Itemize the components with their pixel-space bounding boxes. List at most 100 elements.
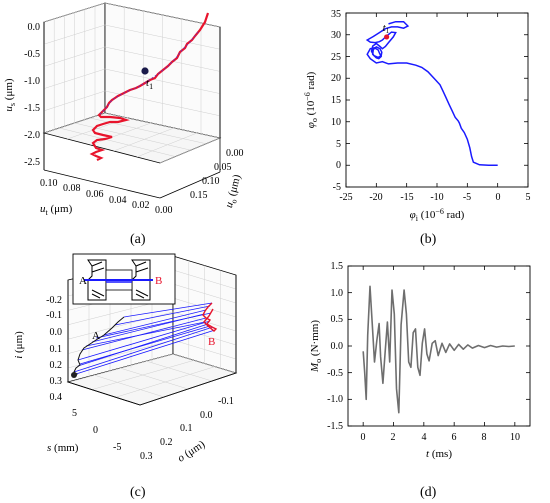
panel-b-caption: (b) <box>420 232 437 247</box>
d-x-tick-5: 10 <box>510 432 520 443</box>
c-grid-line <box>145 360 213 382</box>
a-trajectory-purple <box>99 31 199 115</box>
b-y-tick-6: 25 <box>331 52 341 63</box>
b-y-tick-1: 0 <box>336 160 341 171</box>
a-z-tick-5: -2.5 <box>24 157 40 168</box>
c-x-label: s (mm) <box>47 442 79 454</box>
c-z-tick-5: 0.3 <box>50 376 63 387</box>
b-y-tick-2: 5 <box>336 139 341 150</box>
b-y-tick-3: 10 <box>331 117 341 128</box>
b-x-tick-2: -15 <box>400 192 413 203</box>
a-y-label: uo (μm) <box>223 173 245 210</box>
c-z-tick-4: 0.2 <box>50 360 63 371</box>
panel-c-y-ticks: -0.1 0.0 0.1 0.2 0.3 <box>140 396 234 462</box>
b-tick-labels: -25 -20 -15 -10 -5 0 5 -5 0 5 10 15 20 2… <box>331 9 531 203</box>
d-y-tick-2: -0.5 <box>327 368 343 379</box>
c-blue-line <box>123 302 213 318</box>
a-grid-line <box>113 127 175 152</box>
a-x-label: ut (μm) <box>40 203 73 217</box>
panel-a-z-ticks: 0.0 -0.5 -1.0 -1.5 -2.0 -2.5 <box>24 22 40 168</box>
c-blue-line <box>79 325 211 365</box>
d-series <box>362 285 515 414</box>
a-z-tick-3: -1.5 <box>24 103 40 114</box>
panel-a-caption: (a) <box>130 232 146 247</box>
d-y-tick-6: 1.5 <box>331 261 344 272</box>
c-x-tick-1: 0 <box>93 425 98 436</box>
c-blue-line <box>103 309 207 336</box>
c-blue-line <box>75 329 216 375</box>
d-y-tick-1: -1.0 <box>327 394 343 405</box>
a-grid-line <box>136 132 198 158</box>
a-grid-line <box>104 112 221 139</box>
c-z-tick-0: -0.2 <box>46 295 62 306</box>
c-blue-line <box>77 320 211 361</box>
c-origin-marker <box>71 372 77 378</box>
a-x-tick-4: 0.02 <box>132 200 150 211</box>
c-y-tick-4: 0.3 <box>140 451 153 462</box>
c-blue-line <box>95 312 212 339</box>
b-x-tick-4: -5 <box>463 192 471 203</box>
a-x-tick-3: 0.04 <box>109 195 127 206</box>
c-blue-line <box>114 305 211 326</box>
d-y-tick-5: 1.0 <box>331 288 344 299</box>
c-blue-line <box>85 321 206 347</box>
d-y-label: Mo (N·mm) <box>309 320 323 373</box>
a-x-tick-1: 0.08 <box>63 183 81 194</box>
b-ticks <box>345 12 529 188</box>
b-t1-label: t1 <box>383 22 390 35</box>
panel-c-frame <box>67 275 237 406</box>
c-grid-line <box>93 374 165 398</box>
c-label-b: B <box>208 336 215 348</box>
c-trajectory-b <box>202 302 218 332</box>
b-x-tick-6: 5 <box>526 192 531 203</box>
c-grid-line <box>119 367 189 390</box>
a-x-tick-2: 0.06 <box>86 189 104 200</box>
a-x-tick-0: 0.10 <box>40 178 58 189</box>
a-y-tick-0: 0.00 <box>226 148 244 159</box>
a-t1-marker <box>141 67 149 75</box>
a-z-tick-0: 0.0 <box>28 22 41 33</box>
b-y-tick-7: 30 <box>331 30 341 41</box>
c-label-a: A <box>92 330 100 342</box>
a-z-tick-1: -0.5 <box>24 49 40 60</box>
a-grid-line <box>74 122 191 151</box>
a-y-tick-2: 0.10 <box>202 176 220 187</box>
panel-b: -25 -20 -15 -10 -5 0 5 -5 0 5 10 15 20 2… <box>303 9 531 223</box>
panel-a-y-ticks: 0.00 0.05 0.10 0.15 <box>190 148 244 201</box>
a-z-tick-4: -2.0 <box>24 130 40 141</box>
b-y-label: φo (10−6 rad) <box>303 71 319 128</box>
c-z-tick-3: 0.1 <box>50 344 63 355</box>
b-y-tick-0: -5 <box>333 182 341 193</box>
panel-a: 0.0 -0.5 -1.0 -1.5 -2.0 -2.5 us (μm) 0.1… <box>3 2 245 217</box>
panel-c-x-ticks: 5 0 -5 <box>72 408 121 453</box>
panel-c-z-ticks: -0.2 -0.1 0.0 0.1 0.2 0.3 0.4 <box>46 295 62 403</box>
b-t1-marker <box>384 34 390 40</box>
panel-d: 0 2 4 6 8 10 -1.5 -1.0 -0.5 0.0 0.5 1.0 … <box>309 261 531 460</box>
d-x-label: t (ms) <box>426 448 452 460</box>
b-x-label: φi (10−6 rad) <box>410 207 465 223</box>
c-y-tick-1: 0.0 <box>200 410 213 421</box>
d-tick-labels: 0 2 4 6 8 10 -1.5 -1.0 -0.5 0.0 0.5 1.0 … <box>327 261 520 443</box>
c-y-tick-3: 0.2 <box>160 437 173 448</box>
d-y-tick-0: -1.5 <box>327 421 343 432</box>
a-grid-line <box>159 137 221 164</box>
d-series-line <box>362 285 515 414</box>
a-t1-label: t1 <box>146 77 153 91</box>
panel-c-caption: (c) <box>130 485 146 500</box>
panel-a-x-ticks: 0.10 0.08 0.06 0.04 0.02 0.00 <box>40 178 173 216</box>
panel-c: -0.2 -0.1 0.0 0.1 0.2 0.3 0.4 i (μm) 5 0… <box>13 253 238 465</box>
c-blue-line <box>77 323 209 367</box>
a-x-tick-5: 0.00 <box>155 205 173 216</box>
c-z-tick-1: -0.1 <box>46 310 62 321</box>
b-series-line <box>365 20 498 167</box>
c-blue-line <box>73 326 214 373</box>
b-x-tick-3: -10 <box>430 192 443 203</box>
c-inset: A B <box>72 253 176 305</box>
b-y-tick-8: 35 <box>331 9 341 20</box>
d-x-tick-2: 4 <box>422 432 427 443</box>
b-x-tick-0: -25 <box>339 192 352 203</box>
d-x-tick-1: 2 <box>391 432 396 443</box>
b-series <box>365 20 498 167</box>
b-plot-frame <box>345 12 529 188</box>
